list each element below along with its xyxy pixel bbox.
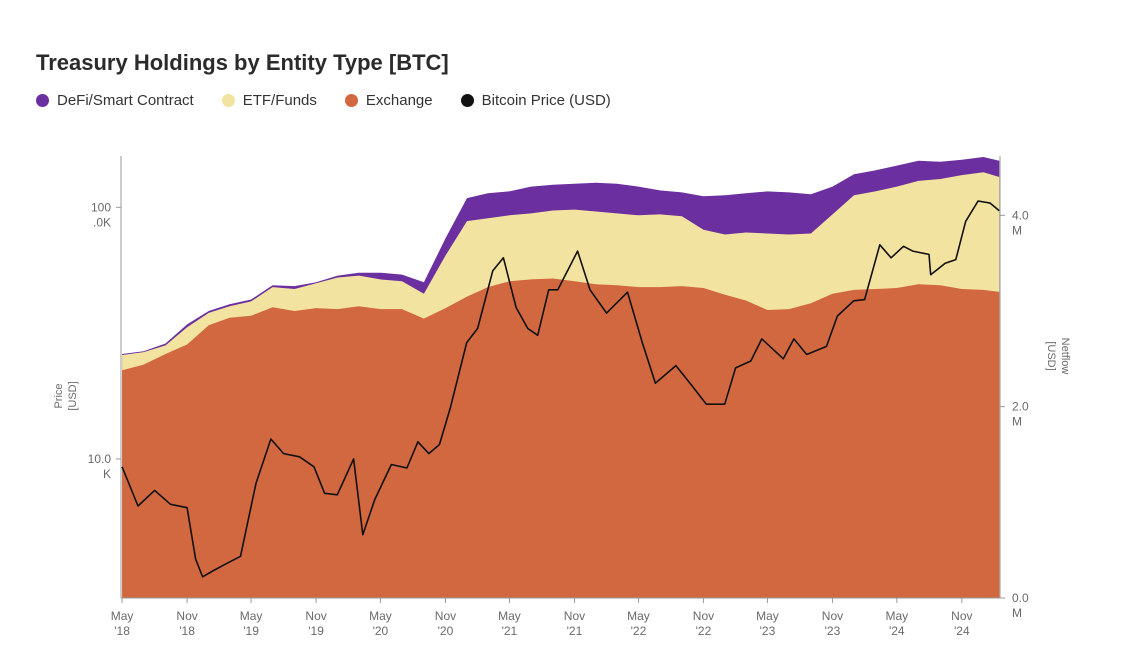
legend-item-etf[interactable]: ETF/Funds [221, 92, 317, 109]
legend-label-exchange: Exchange [365, 92, 433, 109]
y-right-tick-label-unit: M [1012, 606, 1022, 620]
x-tick-label-month: May [240, 609, 263, 623]
y-left-axis-title-unit: [USD] [67, 381, 79, 410]
x-tick-label-year: '24 [954, 624, 970, 638]
x-tick-label-year: '22 [696, 624, 712, 638]
legend-swatch-exchange [344, 94, 358, 107]
area-exchange [122, 278, 1000, 598]
x-tick-label-month: Nov [693, 609, 714, 623]
chart-title: Treasury Holdings by Entity Type [BTC] [36, 50, 449, 75]
y-right-tick-label: 4.0 [1012, 208, 1029, 222]
chart-legend: DeFi/Smart Contract ETF/Funds Exchange B… [36, 92, 611, 109]
y-right-axis-title: Netflow [1059, 338, 1071, 375]
y-left-tick-label-unit: K [103, 467, 111, 481]
legend-label-price: Bitcoin Price (USD) [481, 92, 611, 109]
x-tick-label-year: '20 [373, 624, 389, 638]
x-tick-label-year: '24 [889, 624, 905, 638]
x-tick-label-year: '21 [502, 624, 518, 638]
legend-swatch-etf [221, 94, 235, 107]
y-right-tick-label: 0.0 [1012, 591, 1029, 605]
x-tick-label-month: May [369, 609, 392, 623]
x-tick-label-month: Nov [435, 609, 456, 623]
y-left-axis-title: Price [53, 383, 65, 408]
y-right-tick-label-unit: M [1012, 415, 1022, 429]
x-tick-label-year: '19 [243, 624, 259, 638]
x-tick-label-year: '21 [567, 624, 583, 638]
y-right-axis-title-unit: [USD] [1045, 341, 1057, 370]
legend-item-price[interactable]: Bitcoin Price (USD) [460, 92, 611, 109]
y-left-tick-label-unit: .0K [93, 215, 111, 229]
x-tick-label-month: May [885, 609, 908, 623]
x-tick-label-year: '23 [760, 624, 776, 638]
y-left-tick-label: 10.0 [88, 452, 112, 466]
x-tick-label-month: May [627, 609, 650, 623]
x-tick-label-month: May [111, 609, 134, 623]
legend-swatch-price [460, 94, 474, 107]
x-tick-label-year: '23 [825, 624, 841, 638]
x-tick-label-month: May [756, 609, 779, 623]
legend-item-exchange[interactable]: Exchange [344, 92, 433, 109]
y-right-tick-label: 2.0 [1012, 400, 1029, 414]
x-tick-label-year: '18 [179, 624, 195, 638]
x-tick-label-month: Nov [564, 609, 585, 623]
line-bitcoin-price [121, 200, 1000, 578]
x-tick-label-month: Nov [951, 609, 972, 623]
x-tick-label-year: '18 [114, 624, 130, 638]
x-tick-label-month: Nov [822, 609, 843, 623]
x-tick-label-year: '22 [631, 624, 647, 638]
legend-label-etf: ETF/Funds [242, 92, 317, 109]
legend-swatch-defi [36, 94, 49, 107]
legend-item-defi[interactable]: DeFi/Smart Contract [36, 92, 194, 109]
x-tick-label-year: '20 [438, 624, 454, 638]
x-tick-label-year: '19 [308, 624, 324, 638]
y-right-tick-label-unit: M [1012, 223, 1022, 237]
x-tick-label-month: Nov [176, 609, 197, 623]
legend-label-defi: DeFi/Smart Contract [57, 92, 194, 109]
x-tick-label-month: Nov [305, 609, 326, 623]
x-tick-label-month: May [498, 609, 521, 623]
y-left-tick-label: 100 [91, 200, 111, 214]
